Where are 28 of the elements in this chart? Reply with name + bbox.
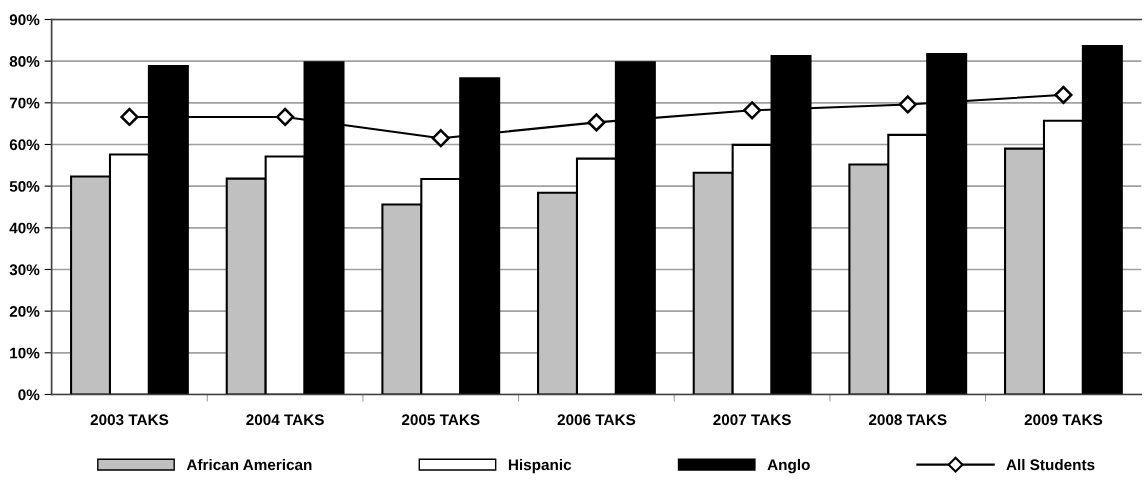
point: [587, 113, 606, 132]
legend-label: Anglo: [767, 458, 810, 474]
point: [1054, 85, 1073, 104]
x-tick-label: 2004 TAKS: [246, 414, 324, 426]
legend-label: Hispanic: [508, 458, 572, 474]
point: [898, 95, 917, 114]
y-tick-label: 90%: [9, 14, 40, 26]
x-tick-label: 2007 TAKS: [713, 414, 791, 426]
x-tick-label: 2003 TAKS: [90, 414, 169, 426]
y-tick-label: 50%: [9, 181, 40, 192]
y-tick-label: 20%: [9, 306, 40, 317]
point: [431, 129, 450, 148]
y-tick-label: 40%: [9, 222, 40, 234]
y-tick-label: 80%: [9, 56, 40, 67]
x-tick-label: 2008 TAKS: [868, 414, 947, 426]
point: [743, 101, 762, 120]
point: [120, 107, 139, 127]
legend-label: African American: [186, 458, 312, 471]
y-tick-label: 30%: [9, 264, 40, 276]
x-tick-label: 2006 TAKS: [557, 414, 636, 426]
y-tick-label: 10%: [10, 347, 40, 359]
y-tick-label: 60%: [9, 139, 40, 151]
legend-label: All Students: [1006, 458, 1095, 471]
y-tick-label: 0%: [18, 389, 40, 401]
x-tick-label: 2009 TAKS: [1024, 414, 1103, 426]
x-tick-label: 2005 TAKS: [401, 414, 480, 426]
y-tick-label: 70%: [9, 97, 40, 109]
point: [276, 107, 295, 127]
